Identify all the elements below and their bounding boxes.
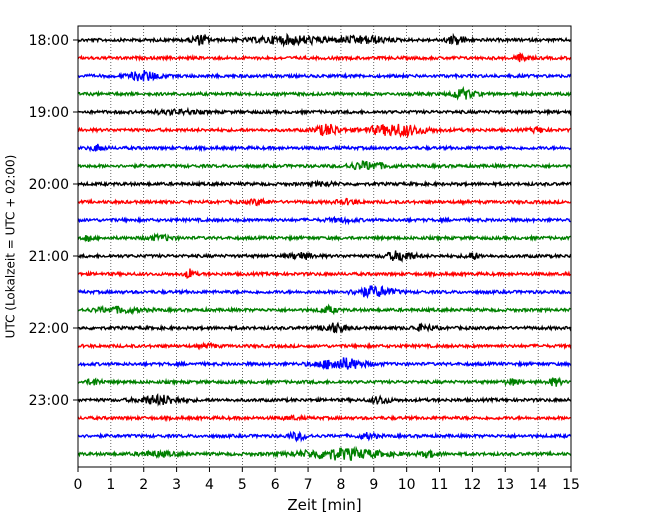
trace-line xyxy=(77,215,572,226)
x-tick-label: 8 xyxy=(336,477,345,493)
y-tick-label: 20:00 xyxy=(29,177,69,193)
trace-line xyxy=(77,376,572,387)
trace-line xyxy=(77,341,572,351)
x-tick-label: 12 xyxy=(463,477,481,493)
trace-line xyxy=(77,232,572,243)
x-axis: 0 1 2 3 4 5 6 7 8 9 10 11 12 13 14 15 xyxy=(74,467,580,493)
x-tick-label: 11 xyxy=(431,477,449,493)
y-tick-label: 21:00 xyxy=(29,249,69,265)
y-tick-label: 18:00 xyxy=(29,33,69,49)
x-tick-label: 9 xyxy=(369,477,378,493)
y-tick-label: 19:00 xyxy=(29,105,69,121)
trace-line xyxy=(77,430,572,443)
x-tick-label: 6 xyxy=(271,477,280,493)
x-tick-label: 3 xyxy=(172,477,181,493)
trace-line xyxy=(77,51,572,63)
trace-line xyxy=(77,445,572,461)
trace-lines xyxy=(77,32,572,461)
trace-line xyxy=(77,32,572,48)
trace-line xyxy=(77,85,572,101)
x-tick-label: 15 xyxy=(562,477,580,493)
trace-line xyxy=(77,321,572,334)
x-tick-label: 7 xyxy=(304,477,313,493)
x-tick-label: 13 xyxy=(496,477,514,493)
plot-frame xyxy=(77,25,572,468)
y-axis-label: UTC (Lokalzeit = UTC + 02:00) xyxy=(4,155,18,339)
trace-line xyxy=(77,357,572,371)
x-tick-label: 0 xyxy=(74,477,83,493)
x-tick-label: 2 xyxy=(139,477,148,493)
trace-line xyxy=(77,160,572,171)
x-tick-label: 5 xyxy=(238,477,247,493)
trace-line xyxy=(77,268,572,279)
x-tick-label: 1 xyxy=(106,477,115,493)
x-axis-label: Zeit [min] xyxy=(287,496,361,514)
trace-line xyxy=(77,123,572,139)
y-axis: 18:00 19:00 20:00 21:00 22:00 23:00 xyxy=(29,33,78,409)
trace-line xyxy=(77,179,572,189)
trace-line xyxy=(77,392,572,407)
y-tick-label: 23:00 xyxy=(29,393,69,409)
trace-line xyxy=(77,285,572,299)
trace-line xyxy=(77,250,572,263)
trace-line xyxy=(77,413,572,423)
trace-line xyxy=(77,303,572,316)
y-tick-label: 22:00 xyxy=(29,321,69,337)
x-tick-label: 14 xyxy=(529,477,547,493)
trace-line xyxy=(77,106,572,117)
x-tick-label: 10 xyxy=(398,477,416,493)
trace-line xyxy=(77,197,572,207)
trace-line xyxy=(77,69,572,82)
trace-line xyxy=(77,143,572,153)
x-tick-label: 4 xyxy=(205,477,214,493)
